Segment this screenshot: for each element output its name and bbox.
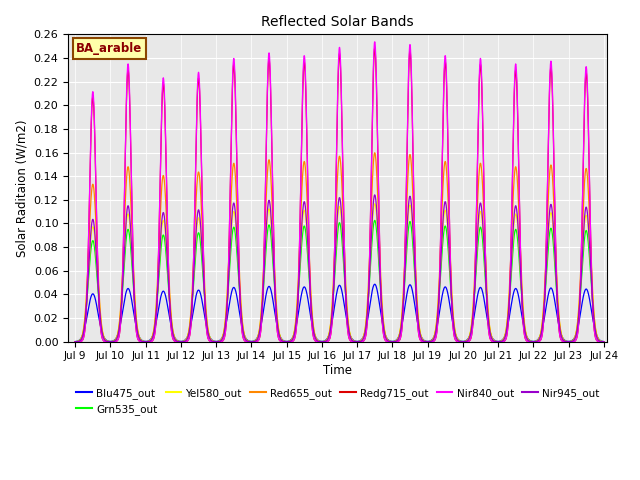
Yel580_out (568, 338, 576, 344)
Nir840_out (600, 339, 607, 345)
Title: Reflected Solar Bands: Reflected Solar Bands (261, 15, 414, 29)
Nir840_out (371, 39, 378, 45)
Grn535_out (600, 339, 607, 345)
Line: Grn535_out: Grn535_out (76, 220, 604, 342)
Red655_out (366, 242, 374, 248)
Blu475_out (554, 314, 561, 320)
Grn535_out (554, 299, 561, 304)
Yel580_out (219, 334, 227, 339)
Line: Redg715_out: Redg715_out (76, 48, 604, 342)
Nir945_out (600, 339, 607, 345)
Blu475_out (366, 301, 374, 307)
Grn535_out (568, 338, 576, 344)
Nir840_out (554, 298, 561, 304)
Nir945_out (568, 338, 576, 344)
Redg715_out (72, 339, 79, 345)
Nir945_out (554, 297, 561, 303)
Nir840_out (493, 339, 501, 345)
Yel580_out (366, 262, 374, 268)
Legend: Blu475_out, Grn535_out, Yel580_out, Red655_out, Redg715_out, Nir840_out, Nir945_: Blu475_out, Grn535_out, Yel580_out, Red6… (72, 384, 604, 419)
Line: Nir840_out: Nir840_out (76, 42, 604, 342)
Yel580_out (355, 339, 362, 345)
Line: Yel580_out: Yel580_out (76, 204, 604, 342)
Grn535_out (366, 271, 374, 277)
Redg715_out (600, 339, 607, 345)
Red655_out (219, 335, 227, 340)
Nir840_out (72, 339, 79, 345)
Nir945_out (355, 339, 362, 345)
Line: Blu475_out: Blu475_out (76, 284, 604, 342)
X-axis label: Time: Time (323, 364, 352, 377)
Grn535_out (72, 339, 79, 345)
Nir840_out (355, 339, 362, 345)
Yel580_out (72, 339, 79, 345)
Blu475_out (219, 334, 227, 339)
Red655_out (493, 339, 501, 345)
Red655_out (72, 339, 79, 345)
Line: Red655_out: Red655_out (76, 153, 604, 342)
Red655_out (371, 150, 378, 156)
Y-axis label: Solar Raditaion (W/m2): Solar Raditaion (W/m2) (15, 119, 28, 257)
Nir945_out (371, 192, 378, 198)
Nir945_out (219, 336, 227, 341)
Grn535_out (493, 339, 501, 345)
Blu475_out (600, 339, 607, 345)
Redg715_out (371, 45, 378, 51)
Blu475_out (493, 338, 501, 344)
Red655_out (355, 339, 362, 345)
Nir840_out (219, 338, 227, 344)
Yel580_out (493, 339, 501, 345)
Redg715_out (493, 339, 501, 345)
Redg715_out (355, 339, 362, 345)
Nir945_out (493, 339, 501, 345)
Yel580_out (554, 293, 561, 299)
Redg715_out (554, 299, 561, 305)
Text: BA_arable: BA_arable (76, 42, 143, 55)
Nir945_out (72, 339, 79, 345)
Red655_out (568, 338, 576, 344)
Grn535_out (355, 339, 362, 345)
Grn535_out (371, 217, 378, 223)
Nir945_out (366, 264, 374, 269)
Yel580_out (371, 201, 378, 207)
Blu475_out (355, 338, 362, 344)
Blu475_out (72, 339, 79, 345)
Red655_out (554, 285, 561, 291)
Redg715_out (568, 339, 576, 345)
Nir840_out (568, 339, 576, 345)
Line: Nir945_out: Nir945_out (76, 195, 604, 342)
Red655_out (600, 339, 607, 345)
Redg715_out (366, 240, 374, 245)
Blu475_out (568, 337, 576, 343)
Redg715_out (219, 338, 227, 344)
Nir840_out (366, 238, 374, 243)
Yel580_out (600, 339, 607, 345)
Blu475_out (371, 281, 378, 287)
Grn535_out (219, 334, 227, 340)
